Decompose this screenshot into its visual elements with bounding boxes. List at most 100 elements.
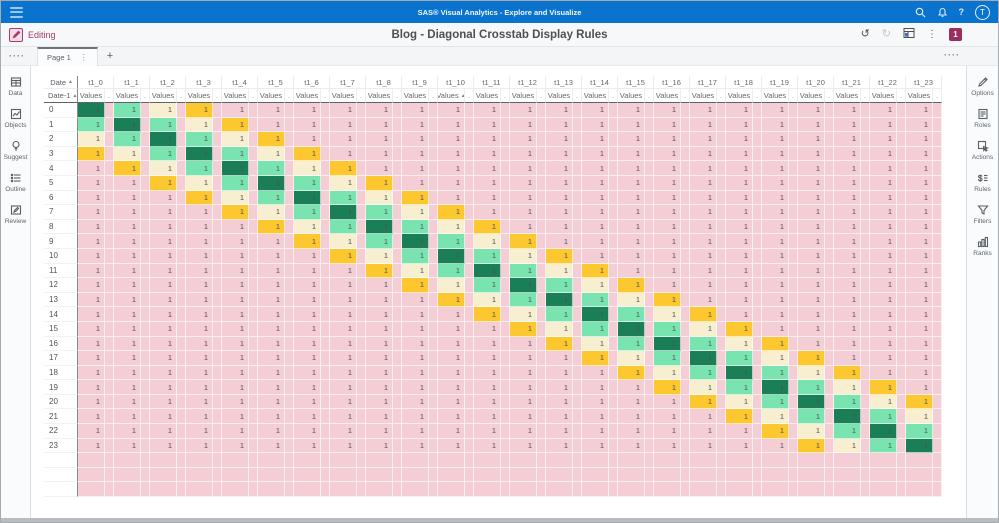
crosstab-cell[interactable]: 1 [258, 336, 285, 352]
crosstab-cell[interactable]: 1 [150, 380, 177, 395]
crosstab-cell[interactable]: 1 [294, 278, 321, 293]
crosstab-object[interactable]: Date ▲ t1_0 t1_1 t1_2 t1_3 t1_4 t1_5 t1_6 t1_7 t1_… [44, 76, 942, 498]
crosstab-cell[interactable]: 1 [654, 307, 681, 322]
crosstab-cell[interactable]: 1 [762, 380, 789, 395]
crosstab-cell[interactable]: 1 [114, 409, 141, 425]
crosstab-cell[interactable]: 1 [654, 394, 681, 410]
crosstab-cell[interactable]: 1 [258, 263, 285, 279]
crosstab-cell[interactable]: 1 [258, 438, 285, 454]
crosstab-cell[interactable]: 1 [78, 336, 105, 352]
crosstab-row-label[interactable]: 22 [44, 424, 78, 439]
crosstab-cell[interactable]: 1 [474, 205, 501, 220]
crosstab-row-label[interactable]: 4 [44, 161, 78, 176]
crosstab-cell[interactable]: 1 [582, 394, 609, 410]
crosstab-cell[interactable]: 1 [510, 365, 537, 381]
crosstab-cell[interactable]: 1 [258, 307, 285, 322]
crosstab-cell[interactable]: 1 [294, 205, 321, 220]
crosstab-cell[interactable]: 1 [654, 175, 681, 191]
crosstab-cell[interactable]: 1 [150, 103, 177, 118]
sidebar-item-data[interactable]: Data [1, 75, 30, 97]
crosstab-cell[interactable]: 1 [618, 438, 645, 454]
crosstab-cell[interactable]: 1 [654, 117, 681, 133]
crosstab-cell[interactable]: 1 [294, 336, 321, 352]
crosstab-column-header[interactable]: t1_16 [654, 76, 690, 89]
crosstab-cell[interactable]: 1 [438, 175, 465, 191]
crosstab-cell[interactable]: 1 [330, 278, 357, 293]
crosstab-cell[interactable]: 1 [294, 307, 321, 322]
right-panel-dots-menu-icon[interactable]: ···· [944, 50, 960, 60]
crosstab-cell[interactable]: 1 [546, 292, 573, 308]
crosstab-row-label[interactable]: 0 [44, 103, 78, 118]
crosstab-cell[interactable]: 1 [438, 438, 465, 454]
crosstab-cell[interactable]: 1 [78, 248, 105, 264]
crosstab-cell[interactable]: 1 [798, 146, 825, 162]
crosstab-cell[interactable]: 1 [258, 278, 285, 293]
crosstab-cell[interactable]: 1 [834, 248, 861, 264]
crosstab-cell[interactable]: 1 [114, 219, 141, 235]
crosstab-cell[interactable]: 1 [906, 117, 933, 133]
crosstab-cell[interactable]: 1 [150, 409, 177, 425]
crosstab-cell[interactable]: 1 [78, 307, 105, 322]
crosstab-cell[interactable]: 1 [726, 380, 753, 395]
crosstab-cell[interactable]: 1 [762, 409, 789, 425]
crosstab-cell[interactable]: 1 [330, 234, 357, 249]
crosstab-cell[interactable]: 1 [186, 351, 213, 366]
crosstab-cell[interactable]: 1 [438, 351, 465, 366]
crosstab-cell[interactable]: 1 [330, 103, 357, 118]
crosstab-cell[interactable]: 1 [654, 234, 681, 249]
crosstab-cell[interactable]: 1 [78, 219, 105, 235]
crosstab-corner-date-1[interactable]: Date-1 ▲ [44, 89, 78, 103]
page-tab-kebab-icon[interactable]: ⋮ [79, 52, 88, 62]
crosstab-cell[interactable]: 1 [834, 307, 861, 322]
crosstab-cell[interactable]: 1 [186, 321, 213, 337]
crosstab-cell[interactable]: 1 [798, 409, 825, 425]
crosstab-cell[interactable]: 1 [906, 190, 933, 206]
crosstab-cell[interactable]: 1 [438, 263, 465, 279]
crosstab-cell[interactable]: 1 [114, 321, 141, 337]
crosstab-cell[interactable]: 1 [186, 394, 213, 410]
crosstab-cell[interactable]: 1 [654, 146, 681, 162]
crosstab-cell[interactable]: 1 [582, 307, 609, 322]
crosstab-cell[interactable]: 1 [366, 190, 393, 206]
crosstab-cell[interactable]: 1 [582, 292, 609, 308]
crosstab-separator-header[interactable]: . [249, 89, 258, 103]
crosstab-cell[interactable]: 1 [798, 117, 825, 133]
crosstab-cell[interactable]: 1 [762, 292, 789, 308]
crosstab-cell[interactable]: 1 [690, 278, 717, 293]
crosstab-cell[interactable]: 1 [654, 248, 681, 264]
crosstab-cell[interactable]: 1 [186, 336, 213, 352]
crosstab-cell[interactable]: 1 [582, 248, 609, 264]
crosstab-separator-header[interactable]: . [609, 89, 618, 103]
crosstab-cell[interactable]: 1 [582, 263, 609, 279]
crosstab-values-header[interactable]: Values [150, 89, 177, 103]
crosstab-cell[interactable]: 1 [546, 409, 573, 425]
crosstab-cell[interactable]: 1 [294, 365, 321, 381]
crosstab-cell[interactable]: 1 [402, 205, 429, 220]
crosstab-cell[interactable]: 1 [618, 103, 645, 118]
crosstab-cell[interactable]: 1 [870, 292, 897, 308]
crosstab-cell[interactable]: 1 [798, 307, 825, 322]
crosstab-cell[interactable]: 1 [690, 438, 717, 454]
crosstab-cell[interactable]: 1 [618, 190, 645, 206]
crosstab-corner-date[interactable]: Date ▲ [44, 76, 78, 89]
crosstab-cell[interactable]: 1 [114, 292, 141, 308]
crosstab-cell[interactable]: 1 [186, 292, 213, 308]
crosstab-cell[interactable]: 1 [690, 380, 717, 395]
crosstab-cell[interactable]: 1 [870, 278, 897, 293]
crosstab-cell[interactable]: 1 [906, 205, 933, 220]
crosstab-row-label[interactable]: 10 [44, 248, 78, 264]
crosstab-cell[interactable]: 1 [114, 190, 141, 206]
crosstab-cell[interactable]: 1 [186, 132, 213, 147]
crosstab-cell[interactable]: 1 [654, 278, 681, 293]
crosstab-cell[interactable]: 1 [222, 409, 249, 425]
crosstab-cell[interactable]: 1 [546, 234, 573, 249]
crosstab-separator-header[interactable]: . [321, 89, 330, 103]
crosstab-separator-header[interactable]: . [105, 89, 114, 103]
crosstab-cell[interactable]: 1 [294, 161, 321, 176]
crosstab-row-label[interactable]: 2 [44, 132, 78, 147]
crosstab-values-header[interactable]: Values [402, 89, 429, 103]
crosstab-cell[interactable]: 1 [510, 380, 537, 395]
crosstab-cell[interactable]: 1 [78, 365, 105, 381]
crosstab-cell[interactable]: 1 [690, 365, 717, 381]
crosstab-cell[interactable]: 1 [114, 234, 141, 249]
